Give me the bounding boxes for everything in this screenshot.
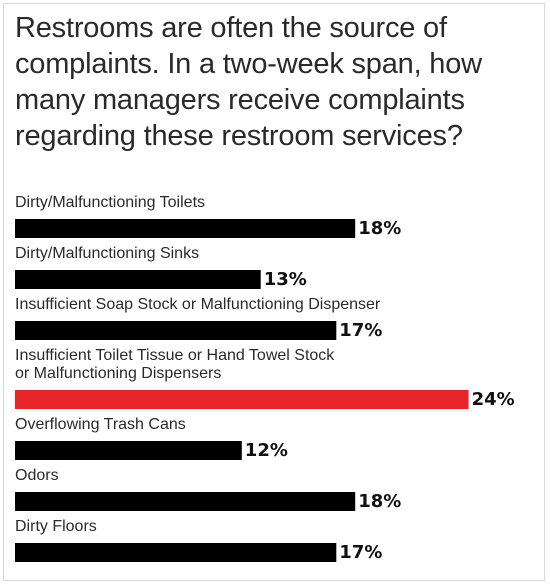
bar xyxy=(15,492,356,511)
chart-frame xyxy=(3,3,545,581)
bar xyxy=(15,321,337,340)
category-label: or Malfunctioning Dispensers xyxy=(15,365,221,382)
category-label: Insufficient Soap Stock or Malfunctionin… xyxy=(15,296,381,313)
bar xyxy=(15,441,242,460)
bar xyxy=(15,219,356,238)
bar xyxy=(15,543,337,562)
category-label: Overflowing Trash Cans xyxy=(15,416,186,433)
value-label: 17% xyxy=(339,542,382,563)
category-label: Dirty/Malfunctioning Toilets xyxy=(15,194,205,211)
value-label: 18% xyxy=(358,218,401,239)
value-label: 18% xyxy=(358,491,401,512)
bar xyxy=(15,390,469,409)
value-label: 24% xyxy=(472,389,515,410)
value-label: 12% xyxy=(245,440,288,461)
bar xyxy=(15,270,261,289)
category-label: Dirty Floors xyxy=(15,518,97,535)
value-label: 13% xyxy=(264,269,307,290)
category-label: Dirty/Malfunctioning Sinks xyxy=(15,245,199,262)
category-label: Odors xyxy=(15,467,59,484)
chart-title: Restrooms are often the source of compla… xyxy=(15,12,482,152)
category-label: Insufficient Toilet Tissue or Hand Towel… xyxy=(15,347,335,364)
value-label: 17% xyxy=(339,320,382,341)
